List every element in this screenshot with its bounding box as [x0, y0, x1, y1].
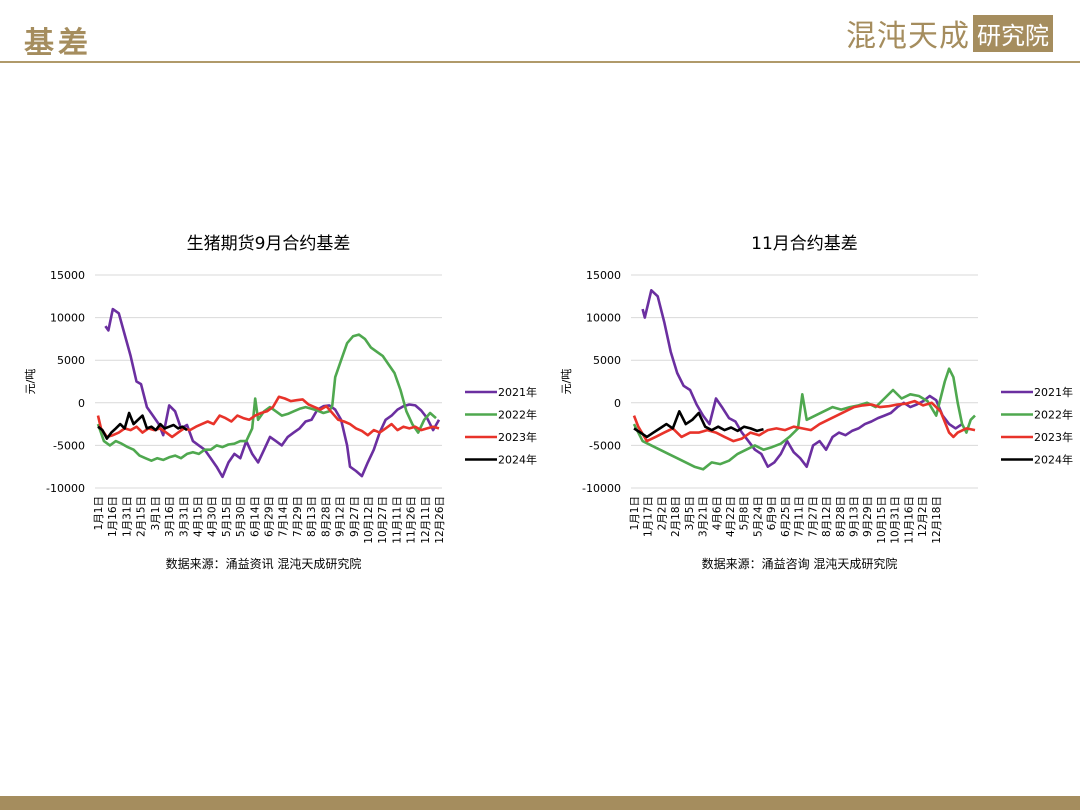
series-line-2023年: [96, 395, 440, 439]
x-tick-label: 6月25日: [780, 496, 792, 537]
x-tick-label: 5月15日: [221, 496, 233, 537]
x-tick-label: 12月26日: [434, 496, 446, 544]
x-tick-label: 8月28日: [320, 496, 332, 537]
x-tick-label: 8月12日: [821, 496, 833, 537]
x-tick-label: 12月11日: [420, 496, 432, 544]
series-line-2022年: [96, 333, 437, 462]
logo-text: 混沌天成: [846, 19, 970, 54]
chart-source: 数据来源：涌益咨询 混沌天成研究院: [702, 556, 898, 571]
x-tick-label: 10月12日: [363, 496, 375, 544]
x-tick-label: 6月9日: [766, 496, 778, 530]
legend-label: 2023年: [498, 430, 537, 444]
x-tick-label: 1月31日: [121, 496, 133, 537]
y-tick-label: 5000: [593, 354, 621, 367]
y-tick-label: 15000: [586, 269, 621, 282]
y-axis-label: 元/吨: [24, 369, 37, 395]
x-tick-label: 2月15日: [136, 496, 148, 537]
legend-label: 2022年: [498, 408, 537, 422]
x-tick-label: 7月29日: [292, 496, 304, 537]
chart-title: 生猪期货9月合约基差: [187, 234, 351, 254]
x-tick-label: 1月1日: [93, 496, 105, 530]
x-tick-label: 5月24日: [752, 496, 764, 537]
x-tick-label: 11月16日: [903, 496, 915, 544]
y-tick-label: 10000: [586, 312, 621, 325]
x-tick-label: 8月28日: [835, 496, 847, 537]
x-tick-label: 9月27日: [349, 496, 361, 537]
header-divider: [0, 61, 1080, 63]
x-tick-label: 10月27日: [377, 496, 389, 544]
x-tick-label: 3月21日: [698, 496, 710, 537]
x-tick-label: 8月13日: [306, 496, 318, 537]
logo-box-text: 研究院: [973, 14, 1053, 52]
x-tick-label: 7月14日: [278, 496, 290, 537]
footer-bar: [0, 796, 1080, 810]
y-tick-label: 5000: [57, 354, 85, 367]
y-tick-label: 0: [78, 397, 85, 410]
x-tick-label: 3月5日: [684, 496, 696, 530]
series-line-2021年: [104, 307, 441, 479]
series-line-2023年: [632, 399, 976, 443]
x-tick-label: 3月16日: [164, 496, 176, 537]
y-tick-label: 0: [614, 397, 621, 410]
x-tick-label: 6月29日: [264, 496, 276, 537]
y-tick-label: 10000: [50, 312, 85, 325]
x-tick-label: 3月31日: [178, 496, 190, 537]
x-tick-label: 1月1日: [629, 496, 641, 530]
series-line-2022年: [632, 367, 976, 471]
x-tick-label: 11月26日: [406, 496, 418, 544]
chart-source: 数据来源：涌益资讯 混沌天成研究院: [166, 556, 362, 571]
x-tick-label: 11月11日: [391, 496, 403, 544]
x-tick-label: 7月11日: [794, 496, 806, 537]
x-tick-label: 1月16日: [107, 496, 119, 537]
x-tick-label: 4月22日: [725, 496, 737, 537]
x-tick-label: 4月6日: [711, 496, 723, 530]
x-tick-label: 4月30日: [207, 496, 219, 537]
x-tick-label: 12月2日: [917, 496, 929, 537]
chart-november-contract-basis: 11月合约基差 15000 10000 5000 0 -5000 -10000 元/吨 1月1日…: [556, 225, 1080, 584]
y-tick-label: -5000: [53, 439, 85, 452]
x-tick-label: 1月17日: [643, 496, 655, 537]
x-tick-label: 2月2日: [656, 496, 668, 530]
legend-label: 2023年: [1034, 430, 1073, 444]
x-tick-label: 6月14日: [249, 496, 261, 537]
legend-label: 2021年: [498, 385, 537, 399]
y-tick-label: -5000: [589, 439, 621, 452]
series-line-2024年: [97, 411, 188, 440]
x-tick-label: 7月27日: [807, 496, 819, 537]
chart-svg: 11月合约基差 15000 10000 5000 0 -5000 -10000 元/吨 1月1日…: [560, 234, 1073, 571]
y-axis-label: 元/吨: [560, 369, 573, 395]
x-tick-label: 2月18日: [670, 496, 682, 537]
y-tick-label: -10000: [46, 482, 85, 495]
legend-label: 2024年: [498, 453, 537, 467]
chart-svg: 生猪期货9月合约基差 15000 10000 5000 0 -5000 -10000 元/吨 1…: [24, 234, 537, 571]
series-line-2024年: [633, 410, 764, 439]
company-logo: 混沌天成 研究院: [846, 14, 1053, 54]
y-tick-label: 15000: [50, 269, 85, 282]
x-tick-label: 5月30日: [235, 496, 247, 537]
x-tick-label: 3月1日: [150, 496, 162, 530]
series-line-2021年: [641, 289, 963, 468]
x-tick-label: 9月29日: [862, 496, 874, 537]
legend-label: 2021年: [1034, 385, 1073, 399]
x-tick-label: 12月18日: [931, 496, 943, 544]
x-tick-label: 10月15日: [876, 496, 888, 544]
x-tick-label: 10月31日: [890, 496, 902, 544]
x-tick-label: 4月15日: [192, 496, 204, 537]
chart-title: 11月合约基差: [751, 234, 858, 254]
y-tick-label: -10000: [582, 482, 621, 495]
chart-september-contract-basis: 生猪期货9月合约基差 15000 10000 5000 0 -5000 -10000 元/吨 1…: [20, 225, 545, 584]
legend-label: 2022年: [1034, 408, 1073, 422]
x-tick-label: 9月13日: [848, 496, 860, 537]
legend-label: 2024年: [1034, 453, 1073, 467]
x-tick-label: 5月8日: [739, 496, 751, 530]
x-tick-label: 9月12日: [335, 496, 347, 537]
page-title: 基差: [24, 26, 92, 61]
